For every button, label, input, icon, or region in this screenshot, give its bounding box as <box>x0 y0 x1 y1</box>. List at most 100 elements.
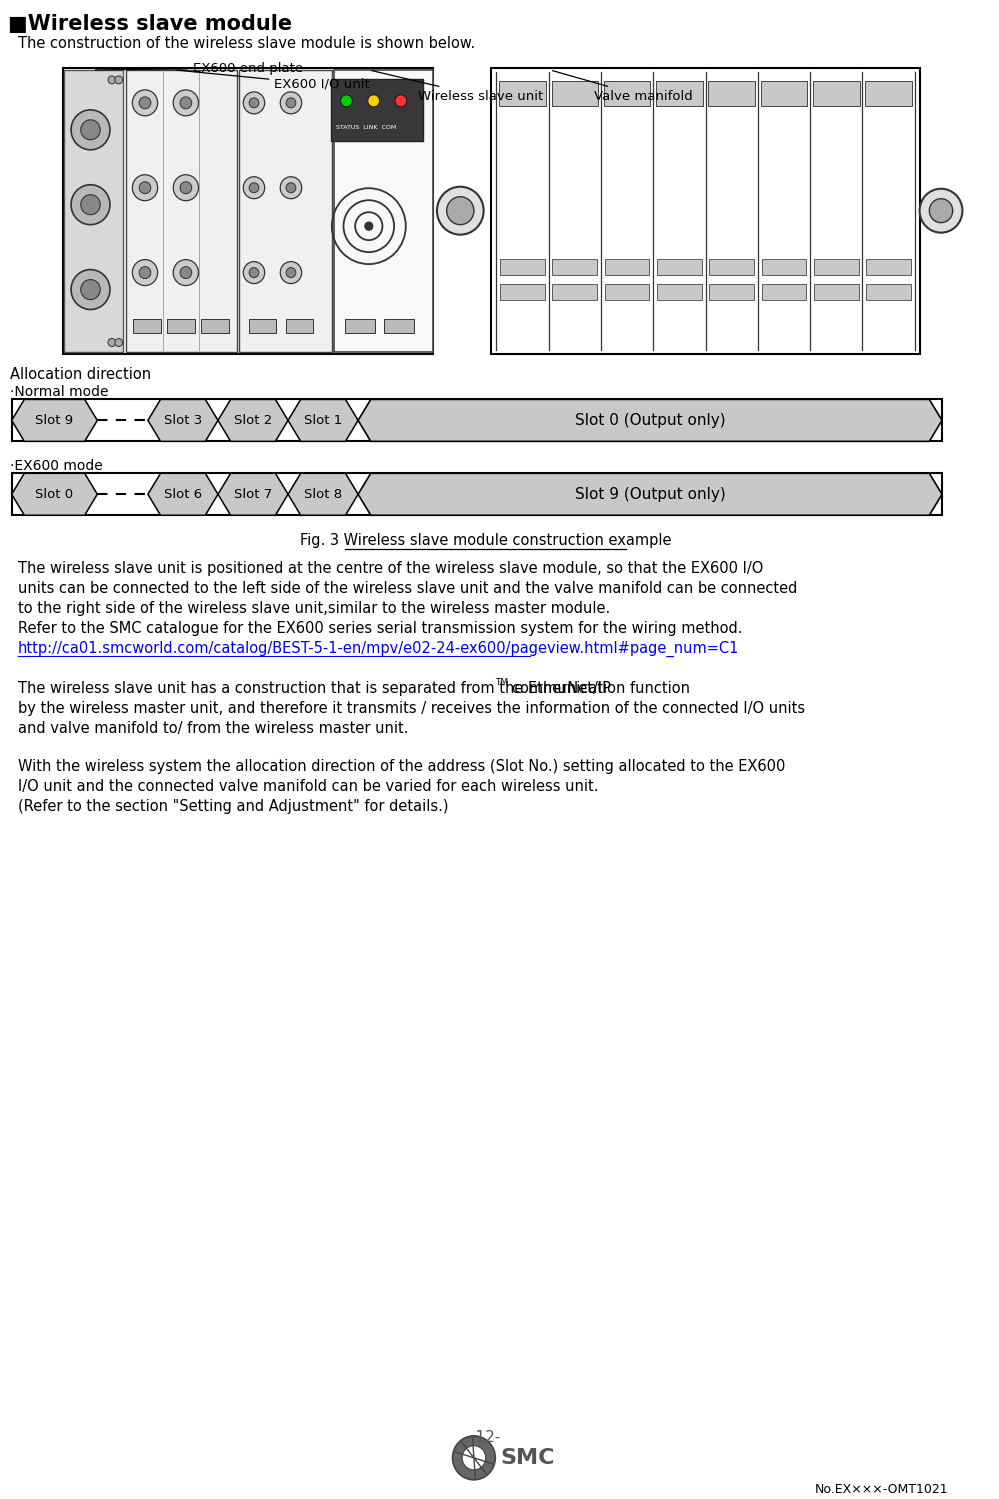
Text: The wireless slave unit has a construction that is separated from the EtherNet/I: The wireless slave unit has a constructi… <box>18 681 610 696</box>
Text: ■Wireless slave module: ■Wireless slave module <box>8 13 292 34</box>
Bar <box>500 81 545 106</box>
Bar <box>813 81 859 106</box>
Text: EX600 end plate: EX600 end plate <box>95 61 303 75</box>
Text: and valve manifold to/ from the wireless master unit.: and valve manifold to/ from the wireless… <box>18 721 408 736</box>
Bar <box>604 259 649 274</box>
Circle shape <box>463 1445 486 1471</box>
Bar <box>814 283 858 300</box>
Circle shape <box>365 222 373 231</box>
Bar <box>709 259 754 274</box>
Text: to the right side of the wireless slave unit,similar to the wireless master modu: to the right side of the wireless slave … <box>18 601 609 616</box>
Polygon shape <box>12 399 97 441</box>
Text: Slot 9: Slot 9 <box>35 414 74 427</box>
Bar <box>334 70 433 352</box>
Circle shape <box>71 270 110 309</box>
Bar <box>551 81 598 106</box>
Circle shape <box>115 339 123 346</box>
Polygon shape <box>218 399 288 441</box>
Bar <box>761 81 807 106</box>
Polygon shape <box>218 474 288 516</box>
Text: ·EX600 mode: ·EX600 mode <box>10 459 103 474</box>
Bar <box>657 283 701 300</box>
Text: -12-: -12- <box>471 1430 500 1445</box>
Bar <box>240 70 332 352</box>
Text: Slot 3: Slot 3 <box>164 414 202 427</box>
Text: Refer to the SMC catalogue for the EX600 series serial transmission system for t: Refer to the SMC catalogue for the EX600… <box>18 621 742 636</box>
Circle shape <box>437 187 484 235</box>
Circle shape <box>71 109 110 150</box>
Circle shape <box>180 181 192 193</box>
Circle shape <box>115 76 123 84</box>
Text: communication function: communication function <box>511 681 690 696</box>
Circle shape <box>249 268 259 277</box>
Bar <box>814 259 858 274</box>
Bar <box>492 67 920 354</box>
Circle shape <box>81 120 100 139</box>
Circle shape <box>173 90 199 115</box>
Text: TM: TM <box>496 678 508 687</box>
Bar <box>657 259 701 274</box>
Text: Slot 2: Slot 2 <box>234 414 272 427</box>
Text: Slot 9 (Output only): Slot 9 (Output only) <box>574 487 725 502</box>
Bar <box>552 283 597 300</box>
Circle shape <box>132 90 158 115</box>
Circle shape <box>173 175 199 201</box>
Circle shape <box>286 97 296 108</box>
Circle shape <box>244 177 265 199</box>
Polygon shape <box>358 474 942 516</box>
Circle shape <box>447 196 474 225</box>
Circle shape <box>395 94 407 106</box>
Polygon shape <box>288 474 358 516</box>
Text: Slot 0: Slot 0 <box>35 487 74 501</box>
Text: units can be connected to the left side of the wireless slave unit and the valve: units can be connected to the left side … <box>18 582 797 597</box>
Bar <box>656 81 702 106</box>
Circle shape <box>281 91 302 114</box>
Text: by the wireless master unit, and therefore it transmits / receives the informati: by the wireless master unit, and therefo… <box>18 702 804 717</box>
Text: SMC: SMC <box>500 1448 554 1468</box>
Polygon shape <box>288 399 358 441</box>
Circle shape <box>286 268 296 277</box>
Bar <box>12 399 942 441</box>
Circle shape <box>180 267 192 279</box>
Circle shape <box>281 177 302 199</box>
Circle shape <box>368 94 380 106</box>
Bar <box>64 70 123 352</box>
Bar <box>761 283 806 300</box>
Circle shape <box>71 184 110 225</box>
Polygon shape <box>358 399 942 441</box>
Bar <box>202 318 229 333</box>
Bar <box>385 318 414 333</box>
Text: The construction of the wireless slave module is shown below.: The construction of the wireless slave m… <box>18 36 475 51</box>
Text: I/O unit and the connected valve manifold can be varied for each wireless unit.: I/O unit and the connected valve manifol… <box>18 779 598 794</box>
Bar <box>552 259 597 274</box>
Text: Fig. 3 Wireless slave module construction example: Fig. 3 Wireless slave module constructio… <box>300 534 671 549</box>
Circle shape <box>249 183 259 193</box>
Text: EX600 I/O unit: EX600 I/O unit <box>177 70 371 91</box>
Text: Slot 0 (Output only): Slot 0 (Output only) <box>574 412 725 427</box>
Circle shape <box>453 1436 496 1480</box>
Bar <box>604 283 649 300</box>
Circle shape <box>249 97 259 108</box>
Bar <box>63 67 433 354</box>
Circle shape <box>81 195 100 214</box>
Circle shape <box>281 262 302 283</box>
Bar <box>500 283 544 300</box>
Text: The wireless slave unit is positioned at the centre of the wireless slave module: The wireless slave unit is positioned at… <box>18 561 763 576</box>
Circle shape <box>929 199 953 223</box>
Circle shape <box>286 183 296 193</box>
Circle shape <box>108 339 116 346</box>
Bar <box>603 81 650 106</box>
Bar <box>168 318 195 333</box>
Circle shape <box>132 259 158 286</box>
Bar <box>865 81 912 106</box>
Circle shape <box>139 97 151 109</box>
Bar <box>12 474 942 516</box>
Bar <box>761 259 806 274</box>
Text: Allocation direction: Allocation direction <box>10 367 151 382</box>
Text: (Refer to the section "Setting and Adjustment" for details.): (Refer to the section "Setting and Adjus… <box>18 799 448 814</box>
Circle shape <box>920 189 962 232</box>
Text: Slot 7: Slot 7 <box>234 487 272 501</box>
Bar <box>249 318 277 333</box>
Text: Valve manifold: Valve manifold <box>552 70 692 103</box>
Polygon shape <box>148 474 218 516</box>
